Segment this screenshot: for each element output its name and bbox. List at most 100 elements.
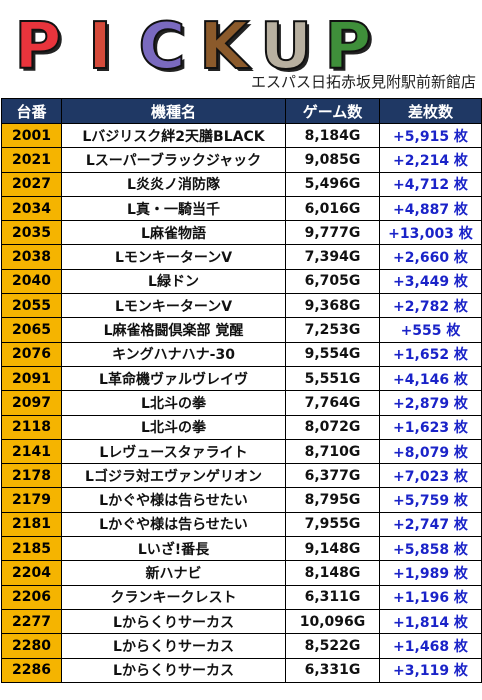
model-name-cell: LモンキーターンV	[61, 244, 286, 270]
game-count-cell: 6,016G	[285, 195, 380, 222]
table-row: 2178 Lゴジラ対エヴァンゲリオン 6,377G +7,023 枚	[1, 463, 482, 489]
table-row: 2055 LモンキーターンV 9,368G +2,782 枚	[1, 293, 482, 319]
header-row: 台番 機種名 ゲーム数 差枚数	[1, 98, 482, 124]
table-row: 2034 L真・一騎当千 6,016G +4,887 枚	[1, 195, 482, 222]
model-name-cell: L麻雀物語	[61, 220, 286, 246]
diff-coins-cell: +8,079 枚	[379, 438, 482, 465]
table-row: 2091 L革命機ヴァルヴレイヴ 5,551G +4,146 枚	[1, 365, 482, 392]
model-name-cell: L北斗の拳	[61, 414, 286, 440]
model-name-cell: Lいざ!番長	[61, 536, 286, 562]
table-row: 2097 L北斗の拳 7,764G +2,879 枚	[1, 390, 482, 416]
diff-coins-cell: +2,214 枚	[379, 147, 482, 173]
model-name-cell: L緑ドン	[61, 268, 286, 295]
model-name-cell: Lバジリスク絆2天膳BLACK	[61, 122, 286, 149]
machine-no-cell: 2118	[1, 414, 62, 440]
machine-no-cell: 2021	[1, 147, 62, 173]
diff-coins-cell: +1,468 枚	[379, 633, 482, 659]
table-row: 2204 新ハナビ 8,148G +1,989 枚	[1, 560, 482, 586]
logo-letter: I	[87, 10, 113, 84]
game-count-cell: 9,085G	[285, 147, 380, 173]
model-name-cell: Lスーパーブラックジャック	[61, 147, 286, 173]
machine-no-cell: 2204	[1, 560, 62, 586]
machine-no-cell: 2286	[1, 657, 62, 683]
table-row: 2280 Lからくりサーカス 8,522G +1,468 枚	[1, 633, 482, 659]
table-row: 2141 Lレヴュースタァライト 8,710G +8,079 枚	[1, 438, 482, 465]
machine-no-cell: 2038	[1, 244, 62, 270]
machine-no-cell: 2001	[1, 122, 62, 149]
machine-no-cell: 2181	[1, 511, 62, 538]
header-diff-coins: 差枚数	[379, 98, 482, 124]
game-count-cell: 8,184G	[285, 122, 380, 149]
table-row: 2277 Lからくりサーカス 10,096G +1,814 枚	[1, 608, 482, 635]
logo-letter: P	[14, 10, 63, 84]
diff-coins-cell: +3,449 枚	[379, 268, 482, 295]
machine-no-cell: 2179	[1, 487, 62, 513]
machine-no-cell: 2178	[1, 463, 62, 489]
game-count-cell: 8,522G	[285, 633, 380, 659]
game-count-cell: 5,496G	[285, 171, 380, 197]
table-row: 2040 L緑ドン 6,705G +3,449 枚	[1, 268, 482, 295]
model-name-cell: L革命機ヴァルヴレイヴ	[61, 365, 286, 392]
game-count-cell: 8,710G	[285, 438, 380, 465]
diff-coins-cell: +1,989 枚	[379, 560, 482, 586]
diff-coins-cell: +1,814 枚	[379, 608, 482, 635]
model-name-cell: Lからくりサーカス	[61, 633, 286, 659]
machine-no-cell: 2091	[1, 365, 62, 392]
model-name-cell: L炎炎ノ消防隊	[61, 171, 286, 197]
game-count-cell: 6,311G	[285, 584, 380, 610]
diff-coins-cell: +555 枚	[379, 317, 482, 343]
machine-no-cell: 2040	[1, 268, 62, 295]
diff-coins-cell: +5,759 枚	[379, 487, 482, 513]
game-count-cell: 9,148G	[285, 536, 380, 562]
model-name-cell: Lゴジラ対エヴァンゲリオン	[61, 463, 286, 489]
store-name: エスパス日拓赤坂見附駅前新館店	[250, 73, 476, 91]
game-count-cell: 9,368G	[285, 293, 380, 319]
model-name-cell: L北斗の拳	[61, 390, 286, 416]
diff-coins-cell: +4,712 枚	[379, 171, 482, 197]
table-row: 2179 Lかぐや様は告らせたい 8,795G +5,759 枚	[1, 487, 482, 513]
model-name-cell: LモンキーターンV	[61, 293, 286, 319]
machine-no-cell: 2280	[1, 633, 62, 659]
diff-coins-cell: +5,915 枚	[379, 122, 482, 149]
machine-no-cell: 2076	[1, 341, 62, 367]
game-count-cell: 7,764G	[285, 390, 380, 416]
game-count-cell: 6,377G	[285, 463, 380, 489]
game-count-cell: 5,551G	[285, 365, 380, 392]
machine-no-cell: 2097	[1, 390, 62, 416]
model-name-cell: キングハナハナ-30	[61, 341, 286, 367]
machine-no-cell: 2277	[1, 608, 62, 635]
model-name-cell: Lレヴュースタァライト	[61, 438, 286, 465]
table-row: 2206 クランキークレスト 6,311G +1,196 枚	[1, 584, 482, 610]
model-name-cell: Lかぐや様は告らせたい	[61, 487, 286, 513]
header-machine-no: 台番	[1, 98, 62, 124]
table-body: 2001 Lバジリスク絆2天膳BLACK 8,184G +5,915 枚 2021 Lスー…	[1, 122, 482, 683]
diff-coins-cell: +1,652 枚	[379, 341, 482, 367]
game-count-cell: 8,148G	[285, 560, 380, 586]
table-row: 2001 Lバジリスク絆2天膳BLACK 8,184G +5,915 枚	[1, 122, 482, 149]
diff-coins-cell: +2,747 枚	[379, 511, 482, 538]
machine-no-cell: 2055	[1, 293, 62, 319]
diff-coins-cell: +3,119 枚	[379, 657, 482, 683]
machine-no-cell: 2027	[1, 171, 62, 197]
diff-coins-cell: +4,146 枚	[379, 365, 482, 392]
diff-coins-cell: +2,660 枚	[379, 244, 482, 270]
table-row: 2181 Lかぐや様は告らせたい 7,955G +2,747 枚	[1, 511, 482, 538]
table-row: 2035 L麻雀物語 9,777G +13,003 枚	[1, 220, 482, 246]
logo-letter: K	[198, 10, 250, 84]
table-row: 2027 L炎炎ノ消防隊 5,496G +4,712 枚	[1, 171, 482, 197]
pickup-table: 台番 機種名 ゲーム数 差枚数 2001 Lバジリスク絆2天膳BLACK 8,184…	[1, 98, 482, 683]
machine-no-cell: 2206	[1, 584, 62, 610]
diff-coins-cell: +1,196 枚	[379, 584, 482, 610]
diff-coins-cell: +7,023 枚	[379, 463, 482, 489]
machine-no-cell: 2185	[1, 536, 62, 562]
game-count-cell: 9,777G	[285, 220, 380, 246]
machine-no-cell: 2035	[1, 220, 62, 246]
table-row: 2065 L麻雀格闘倶楽部 覚醒 7,253G +555 枚	[1, 317, 482, 343]
model-name-cell: Lからくりサーカス	[61, 608, 286, 635]
model-name-cell: L真・一騎当千	[61, 195, 286, 222]
model-name-cell: L麻雀格闘倶楽部 覚醒	[61, 317, 286, 343]
diff-coins-cell: +4,887 枚	[379, 195, 482, 222]
logo-letter: C	[138, 10, 187, 84]
